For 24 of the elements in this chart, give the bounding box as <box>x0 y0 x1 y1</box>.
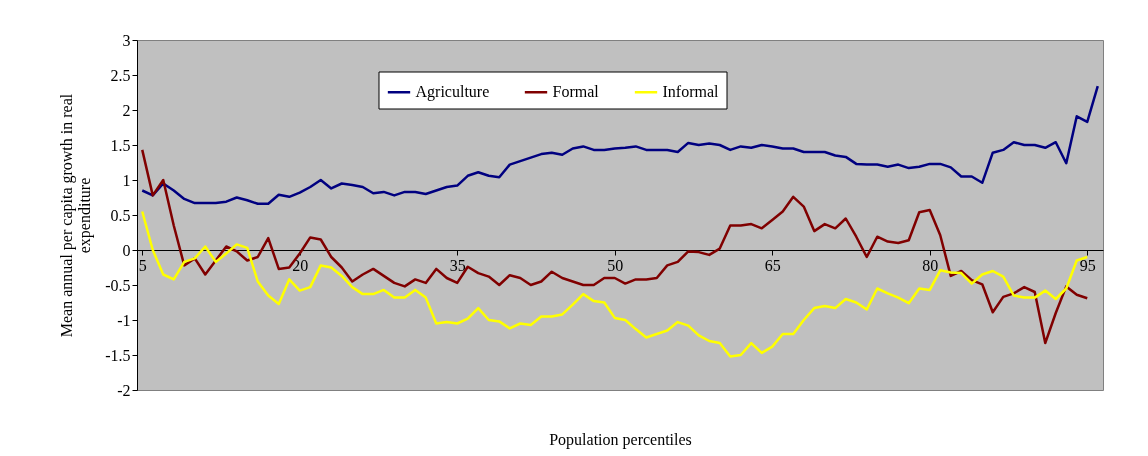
y-tick-label: 1 <box>122 171 131 189</box>
legend-label: Agriculture <box>415 83 490 102</box>
x-axis-title: Population percentiles <box>549 430 692 449</box>
legend-label: Formal <box>552 83 600 101</box>
x-tick-label: 65 <box>764 256 781 274</box>
y-axis-title: Mean annual per capita growth in real expenditure <box>58 93 95 338</box>
y-tick-label: -1 <box>117 311 131 329</box>
x-tick-label: 35 <box>449 256 466 274</box>
x-tick-label: 95 <box>1079 256 1096 274</box>
y-tick-label: -0.5 <box>105 276 131 294</box>
y-tick-label: 3 <box>122 31 131 49</box>
y-tick-label: -1.5 <box>105 346 131 364</box>
y-tick-label: 0 <box>122 241 131 259</box>
y-tick-label: -2 <box>117 381 131 399</box>
line-series <box>141 84 1099 206</box>
legend-label: Informal <box>662 83 720 101</box>
x-tick-label: 20 <box>292 256 309 274</box>
y-tick-label: 2 <box>122 101 131 119</box>
y-tick-label: 2.5 <box>110 66 131 84</box>
x-tick-label: 80 <box>922 256 939 274</box>
y-tick-label: 0.5 <box>110 206 131 224</box>
y-tick-label: 1.5 <box>110 136 131 154</box>
x-tick-label: 50 <box>607 256 624 274</box>
x-tick-label: 5 <box>138 256 147 274</box>
